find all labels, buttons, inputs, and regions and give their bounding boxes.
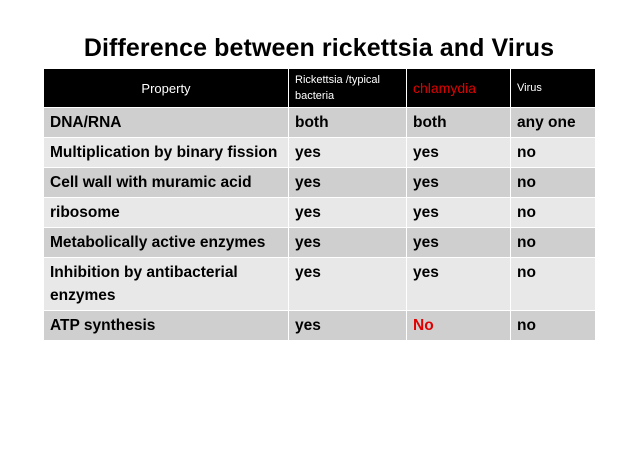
cell-rickettsia: yes [288,310,407,341]
cell-property: ATP synthesis [43,310,289,341]
cell-virus: no [510,310,596,341]
cell-chlamydia: yes [406,227,511,258]
cell-chlamydia: both [406,107,511,138]
cell-virus: no [510,257,596,311]
cell-property: Metabolically active enzymes [43,227,289,258]
table-row: Cell wall with muramic acid yes yes no [43,167,596,198]
cell-virus: any one [510,107,596,138]
header-chlamydia: chlamydia [406,68,511,108]
cell-rickettsia: yes [288,257,407,311]
cell-rickettsia: yes [288,167,407,198]
cell-virus: no [510,197,596,228]
cell-virus: no [510,137,596,168]
comparison-table: Property Rickettsia /typical bacteria ch… [43,68,596,341]
cell-virus: no [510,167,596,198]
cell-property: Multiplication by binary fission [43,137,289,168]
table-row: DNA/RNA both both any one [43,107,596,138]
header-virus: Virus [510,68,596,108]
table-row: Metabolically active enzymes yes yes no [43,227,596,258]
cell-property: Inhibition by antibacterial enzymes [43,257,289,311]
cell-chlamydia: yes [406,197,511,228]
table-row: Multiplication by binary fission yes yes… [43,137,596,168]
table-header-row: Property Rickettsia /typical bacteria ch… [43,68,596,108]
header-rickettsia: Rickettsia /typical bacteria [288,68,407,108]
cell-rickettsia: yes [288,137,407,168]
cell-chlamydia: No [406,310,511,341]
table-row: Inhibition by antibacterial enzymes yes … [43,257,596,311]
cell-virus: no [510,227,596,258]
cell-property: Cell wall with muramic acid [43,167,289,198]
cell-rickettsia: yes [288,227,407,258]
cell-rickettsia: both [288,107,407,138]
cell-rickettsia: yes [288,197,407,228]
cell-chlamydia: yes [406,167,511,198]
table-row: ribosome yes yes no [43,197,596,228]
cell-property: ribosome [43,197,289,228]
cell-property: DNA/RNA [43,107,289,138]
header-property: Property [43,68,289,108]
cell-chlamydia: yes [406,137,511,168]
cell-chlamydia: yes [406,257,511,311]
table-row: ATP synthesis yes No no [43,310,596,341]
slide-title: Difference between rickettsia and Virus [83,34,555,62]
